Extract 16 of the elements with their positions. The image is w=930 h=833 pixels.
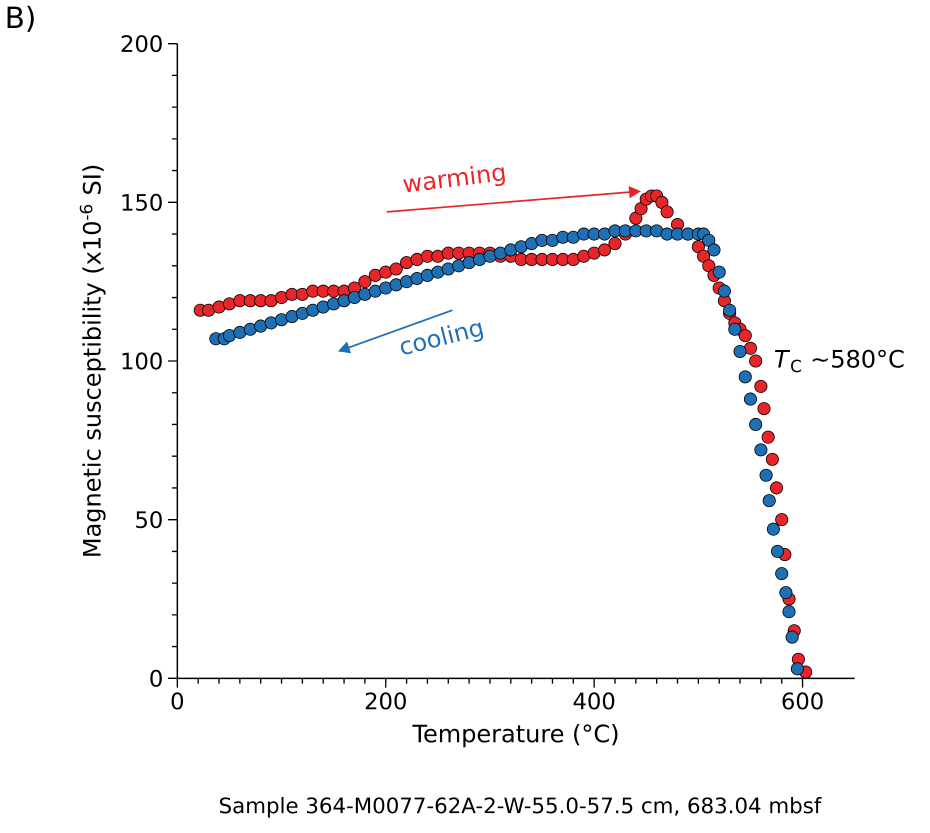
- x-tick-label: 0: [172, 692, 184, 710]
- x-tick-label: 600: [782, 692, 823, 710]
- y-axis-title: Magnetic susceptibility (x10$^{-6}$ SI): [80, 166, 106, 556]
- annotation: T$_{C}$ ~580°C: [774, 350, 904, 372]
- chart-title: B): [8, 6, 34, 32]
- y-tick-label: 200: [122, 35, 162, 52]
- y-tick-label: 0: [150, 670, 162, 687]
- x-tick-label: 200: [366, 692, 406, 710]
- x-tick-label: 400: [574, 692, 614, 710]
- annotation: warming: [403, 166, 505, 192]
- annotation: cooling: [400, 322, 484, 354]
- x-axis-title: Temperature (°C): [412, 724, 618, 748]
- y-tick-label: 150: [122, 194, 162, 211]
- y-tick-label: 100: [122, 352, 162, 370]
- y-tick-label: 50: [136, 511, 162, 528]
- text: Sample 364-M0077-62A-2-W-55.0-57.5 cm, 683.04 mbsf: [220, 796, 822, 818]
